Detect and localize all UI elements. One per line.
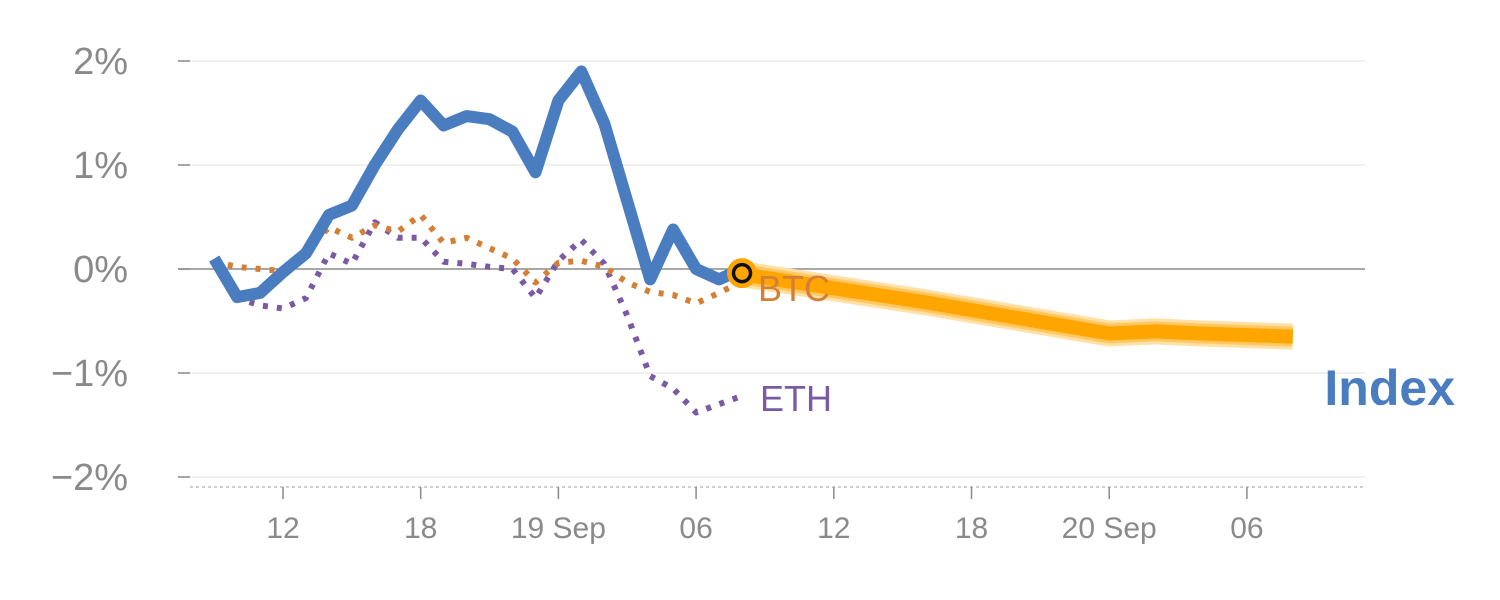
- y-tick-label: 1%: [73, 145, 128, 187]
- x-tick-label: 12: [266, 512, 299, 545]
- x-tick-label: 20 Sep: [1062, 512, 1157, 545]
- y-tick-label: 2%: [73, 41, 128, 83]
- x-tick-label: 12: [817, 512, 850, 545]
- series-label-eth: ETH: [760, 378, 832, 419]
- x-tick-label: 06: [1230, 512, 1263, 545]
- series-label-btc: BTC: [758, 268, 830, 309]
- current-point-outer: [727, 258, 757, 289]
- y-tick-label: 0%: [73, 249, 128, 291]
- x-tick-label: 06: [679, 512, 712, 545]
- forecast-line: [740, 267, 1294, 344]
- series-labels: BTC ETH Index: [758, 268, 1455, 419]
- y-tick-label: −1%: [51, 353, 128, 395]
- series-line-eth: [211, 219, 744, 416]
- series-label-index: Index: [1324, 360, 1455, 416]
- series-line-index: [209, 65, 745, 304]
- y-axis: 2% 1% 0% −1% −2%: [51, 41, 190, 499]
- current-point-ring: [731, 262, 753, 284]
- series-lines: [209, 65, 1294, 416]
- y-tick-label: −2%: [51, 457, 128, 499]
- x-tick-label: 18: [955, 512, 988, 545]
- x-axis: 12 18 19 Sep 06 12 18 20 Sep 06: [190, 486, 1365, 545]
- x-tick-label: 18: [404, 512, 437, 545]
- current-value-marker: [727, 258, 757, 289]
- series-line-btc: [213, 211, 744, 307]
- x-tick-label: 19 Sep: [511, 512, 606, 545]
